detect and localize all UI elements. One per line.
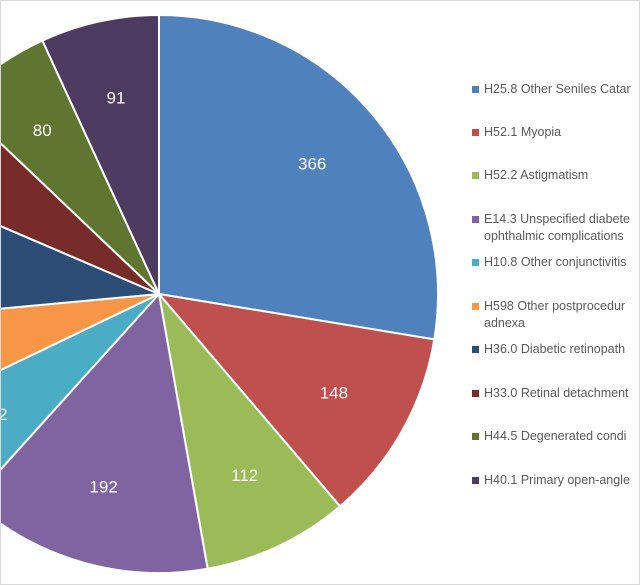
legend-swatch: [472, 86, 479, 93]
legend-label: H33.0 Retinal detachment: [484, 386, 629, 400]
legend-swatch: [472, 216, 479, 223]
legend-label: H10.8 Other conjunctivitis: [484, 255, 627, 269]
legend-swatch: [472, 129, 479, 136]
pie-slice-10: [41, 13, 160, 295]
legend-label: H44.5 Degenerated condi: [484, 429, 627, 443]
legend-label: H36.0 Diabetic retinopath: [484, 342, 626, 356]
pie-slice-3: [157, 290, 342, 570]
legend-label: H52.1 Myopia: [484, 125, 562, 139]
legend-label: H52.2 Astigmatism: [484, 168, 589, 182]
data-label-5: 82: [1, 405, 8, 424]
pie-slice-2: [156, 292, 436, 508]
pie-slice-4: [1, 291, 209, 574]
legend-label: H598 Other postprocedur adnexa: [484, 299, 626, 330]
pie-slice-5: [1, 293, 160, 471]
data-label-2: 148: [320, 383, 348, 402]
pie-slice-7: [1, 225, 160, 310]
legend-swatch: [472, 477, 479, 484]
data-label-9: 80: [33, 121, 52, 140]
pie-slice-1: [158, 13, 439, 341]
data-label-4: 192: [89, 478, 117, 497]
legend-label: H25.8 Other Seniles Catar: [484, 82, 631, 96]
legend-swatch: [472, 433, 479, 440]
legend-swatch: [472, 259, 479, 266]
data-label-3: 112: [231, 466, 258, 485]
legend-label: E14.3 Unspecified diabete ophthalmic comp…: [484, 212, 630, 243]
data-label-1: 366: [298, 155, 326, 174]
legend-swatch: [472, 172, 479, 179]
pie-slice-6: [1, 293, 160, 372]
legend-swatch: [472, 390, 479, 397]
legend-swatch: [472, 346, 479, 353]
legend-label: H40.1 Primary open-angle: [484, 473, 630, 487]
legend-swatch: [472, 303, 479, 310]
data-label-10: 91: [107, 88, 126, 107]
